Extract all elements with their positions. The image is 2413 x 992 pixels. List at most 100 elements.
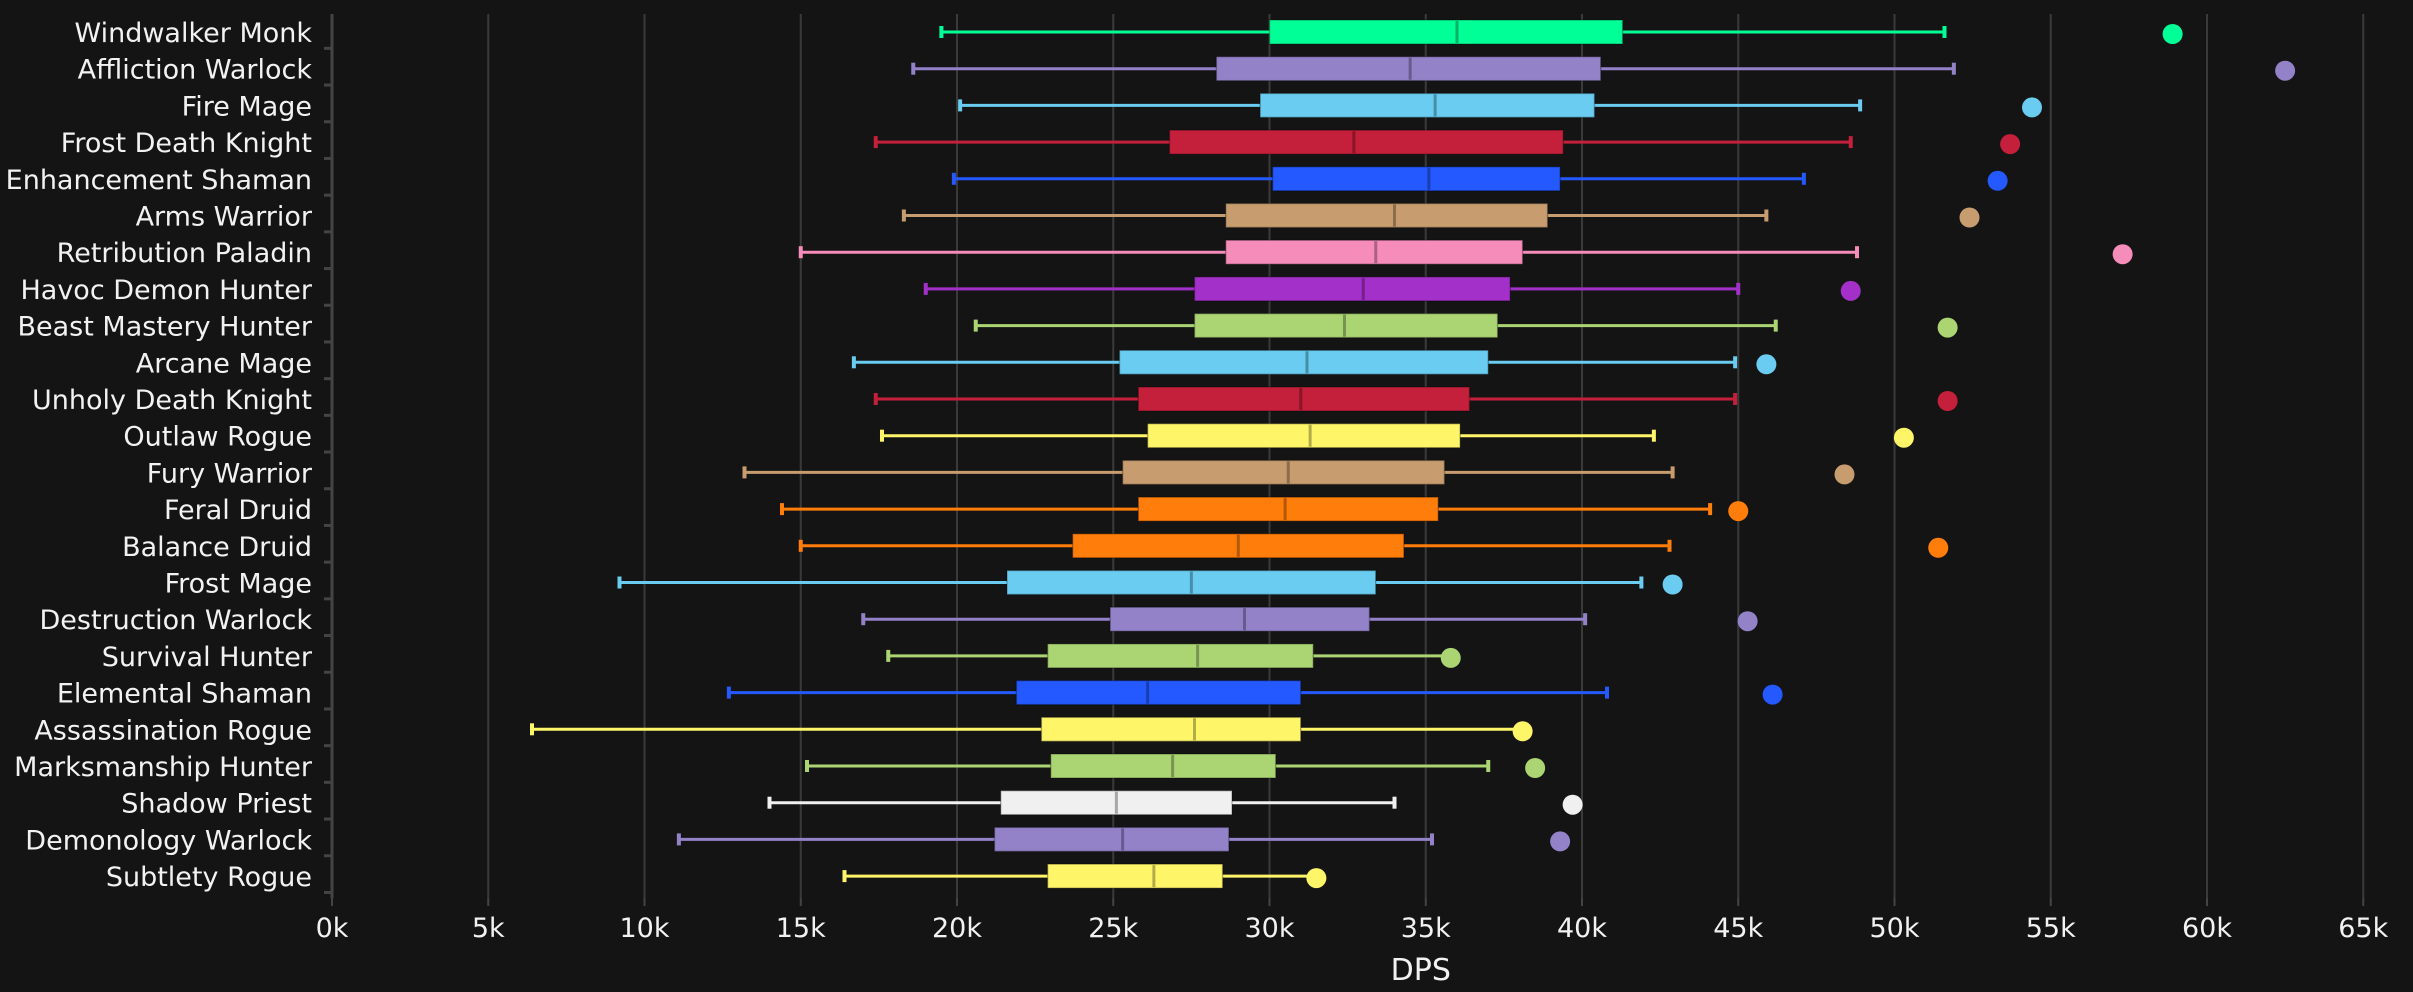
x-tick-label: 55k (2026, 913, 2076, 944)
y-tick-label: Havoc Demon Hunter (20, 275, 312, 306)
iqr-box (1071, 533, 1405, 559)
iqr-box (1268, 19, 1624, 45)
iqr-box (1259, 92, 1596, 119)
x-axis: 0k 5k 10k 15k 20k 25k 30k 35k 40k 45k 50k 55k 60k 65k (316, 898, 2389, 944)
box-row (973, 312, 1958, 339)
box-row (676, 826, 1571, 853)
iqr-box (1215, 55, 1602, 82)
whisker-cap-max (1392, 796, 1397, 809)
whisker-cap-min (805, 760, 809, 772)
whisker-cap-min (742, 466, 747, 479)
x-tick-label: 30k (1245, 913, 1295, 944)
x-tick-label: 65k (2338, 913, 2388, 944)
max-point (1512, 721, 1533, 742)
box-row (851, 349, 1777, 376)
y-axis: Windwalker Monk Affliction Warlock Fire Ma… (6, 14, 334, 898)
box-row (767, 789, 1583, 816)
whisker-cap-min (798, 246, 803, 259)
whisker-cap-min (958, 99, 963, 112)
whisker-cap-min (530, 723, 534, 736)
iqr-box (1006, 569, 1377, 596)
whisker-cap-min (973, 319, 978, 332)
whisker-cap-max (1430, 833, 1434, 846)
x-tick-label: 60k (2182, 913, 2232, 944)
y-tick-label: Assassination Rogue (34, 715, 312, 746)
y-tick-label: Affliction Warlock (78, 55, 313, 86)
y-tick-label: Frost Death Knight (61, 128, 312, 159)
grid-lines (487, 14, 2365, 898)
x-tick-label: 50k (1870, 913, 1920, 944)
iqr-box (1193, 312, 1499, 339)
max-point (2112, 244, 2133, 265)
box-row (742, 459, 1855, 486)
y-tick-label: Balance Druid (122, 532, 312, 563)
iqr-box (993, 826, 1230, 853)
y-tick-label: Windwalker Monk (74, 18, 312, 49)
box-row (958, 92, 2042, 119)
max-point (1728, 501, 1749, 522)
box-row (939, 19, 2183, 45)
y-tick-label: Feral Druid (164, 495, 312, 526)
iqr-box (1121, 459, 1446, 486)
max-point (1834, 464, 1855, 485)
whisker-cap-min (880, 429, 884, 442)
whisker-cap-min (842, 870, 847, 883)
box-row (726, 679, 1783, 706)
y-tick-label: Retribution Paladin (57, 238, 312, 269)
x-tick-label: 45k (1713, 913, 1763, 944)
whisker-cap-min (886, 649, 891, 662)
iqr-box (1040, 716, 1302, 743)
iqr-box (1000, 789, 1233, 816)
box-row (901, 202, 1980, 229)
whisker-cap-min (939, 26, 944, 38)
iqr-box (1168, 129, 1564, 155)
x-tick-label: 25k (1088, 913, 1138, 944)
whisker-cap-min (676, 833, 681, 846)
whisker-cap-max (1736, 282, 1741, 295)
x-tick-label: 10k (620, 913, 670, 944)
y-tick-label: Arms Warrior (136, 202, 313, 233)
iqr-box (1118, 349, 1489, 376)
max-point (1893, 427, 1914, 448)
y-tick-label: Enhancement Shaman (6, 165, 312, 196)
y-tick-label: Arcane Mage (136, 348, 312, 379)
whisker-cap-max (1583, 613, 1588, 626)
max-point (1440, 647, 1461, 668)
whisker-cap-max (1639, 576, 1644, 589)
max-point (1306, 868, 1327, 889)
y-tick-label: Destruction Warlock (39, 605, 312, 636)
whisker-cap-max (1733, 393, 1738, 405)
box-row (923, 276, 1861, 302)
whisker-cap-min (767, 796, 772, 809)
whisker-cap-max (1951, 62, 1956, 75)
y-tick-label: Elemental Shaman (57, 679, 312, 710)
box-row (798, 239, 2133, 265)
iqr-box (1015, 679, 1302, 706)
max-point (1937, 391, 1958, 411)
max-point (2162, 24, 2183, 44)
whisker-cap-max (1486, 760, 1491, 772)
box-row (798, 533, 1949, 559)
x-axis-title: DPS (1391, 953, 1451, 988)
whisker-cap-min (726, 686, 731, 699)
iqr-box (1146, 422, 1461, 449)
y-tick-label: Beast Mastery Hunter (17, 312, 312, 343)
whisker-cap-min (911, 62, 916, 75)
iqr-box (1046, 863, 1224, 889)
iqr-box (1137, 386, 1471, 412)
max-point (2000, 134, 2021, 155)
max-point (1756, 354, 1777, 375)
whisker-cap-min (780, 503, 784, 516)
x-tick-label: 35k (1401, 913, 1451, 944)
max-point (1840, 280, 1861, 301)
max-point (2275, 60, 2296, 81)
iqr-box (1109, 606, 1371, 632)
whisker-cap-min (617, 576, 622, 589)
box-row (873, 386, 1958, 412)
whisker-cap-min (951, 172, 956, 185)
max-point (1937, 317, 1958, 338)
iqr-box (1046, 643, 1314, 669)
max-point (1662, 574, 1683, 595)
iqr-box (1137, 496, 1439, 522)
box-row (842, 863, 1327, 889)
